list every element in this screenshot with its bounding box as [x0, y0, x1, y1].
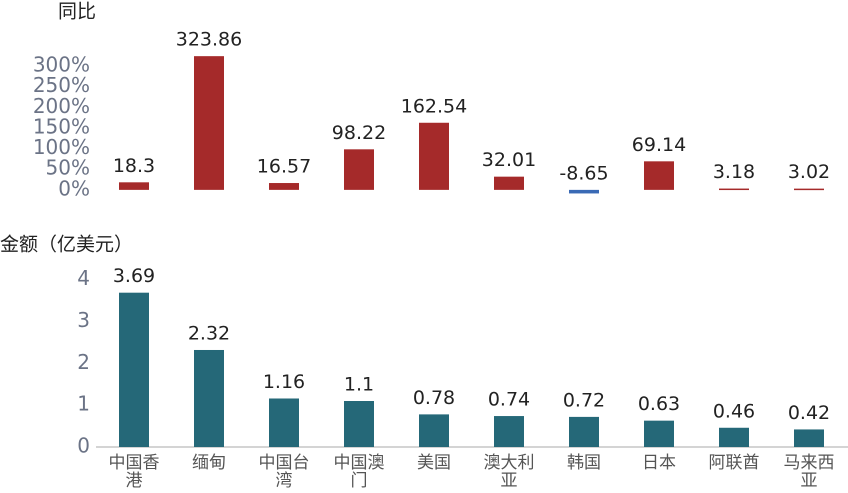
value-label: 0.46: [713, 400, 755, 422]
y-tick-label: 3: [77, 308, 90, 332]
value-label: 32.01: [482, 149, 536, 171]
bar: [644, 161, 674, 190]
bar: [269, 398, 299, 447]
y-tick-label: 0: [77, 434, 90, 458]
value-label: -8.65: [559, 162, 608, 184]
x-tick-label: 澳大利亚: [483, 453, 535, 491]
value-label: 1.16: [263, 371, 305, 393]
x-tick-label: 马来西亚: [783, 453, 835, 491]
y-tick-label: 100%: [33, 135, 90, 159]
y-tick-label: 50%: [46, 156, 90, 180]
value-label: 0.78: [413, 387, 455, 409]
x-tick-label: 中国台湾: [258, 453, 310, 491]
x-tick-label: 美国: [417, 453, 451, 473]
bar: [194, 349, 224, 447]
bar: [719, 188, 749, 191]
value-label: 3.02: [788, 161, 830, 183]
chart-title: 同比: [58, 1, 96, 23]
x-tick-label: 韩国: [567, 453, 601, 473]
bar: [194, 56, 224, 190]
bar: [494, 176, 524, 190]
y-tick-label: 2: [77, 350, 90, 374]
value-label: 3.69: [113, 265, 155, 287]
y-tick-label: 200%: [33, 94, 90, 118]
value-label: 323.86: [176, 29, 242, 51]
value-label: 2.32: [188, 322, 230, 344]
bar: [344, 401, 374, 447]
x-tick-label: 中国澳门: [333, 453, 385, 491]
y-tick-label: 4: [77, 266, 90, 290]
value-label: 98.22: [332, 122, 386, 144]
bar: [644, 420, 674, 447]
x-tick-label: 中国香港: [108, 453, 160, 491]
x-tick-label: 缅甸: [192, 453, 226, 473]
value-label: 18.3: [113, 155, 155, 177]
bar: [119, 182, 149, 190]
bar: [344, 149, 374, 190]
bar: [794, 188, 824, 191]
x-tick-label: 阿联酋: [708, 453, 760, 473]
y-tick-label: 0%: [58, 176, 90, 200]
bar: [419, 122, 449, 190]
x-tick-label: 日本: [642, 453, 676, 473]
value-label: 16.57: [257, 156, 311, 178]
y-tick-label: 1: [77, 392, 90, 416]
y-tick-label: 300%: [33, 53, 90, 77]
bar: [794, 429, 824, 447]
y-tick-label: 250%: [33, 73, 90, 97]
bar: [494, 416, 524, 447]
bar: [119, 292, 149, 447]
value-label: 0.74: [488, 389, 530, 411]
bar: [569, 416, 599, 447]
value-label: 0.63: [638, 393, 680, 415]
value-label: 162.54: [401, 95, 467, 117]
bar: [569, 189, 599, 194]
value-label: 1.1: [344, 374, 374, 396]
value-label: 69.14: [632, 134, 686, 156]
value-label: 0.42: [788, 402, 830, 424]
bar: [419, 414, 449, 447]
chart-title: 金额（亿美元）: [0, 234, 133, 256]
bar: [719, 427, 749, 447]
value-label: 3.18: [713, 161, 755, 183]
bar: [269, 183, 299, 190]
y-tick-label: 150%: [33, 114, 90, 138]
value-label: 0.72: [563, 389, 605, 411]
